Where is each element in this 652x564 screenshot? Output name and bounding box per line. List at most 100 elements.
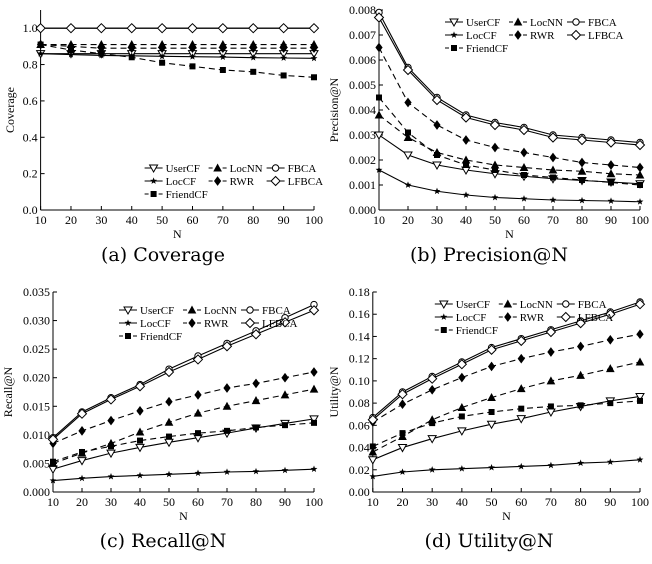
point-friendcf: [637, 182, 643, 188]
point-loccf: [488, 463, 495, 471]
point-lfbca: [217, 22, 229, 34]
point-loccf: [491, 193, 499, 201]
point-loccf: [310, 54, 318, 62]
point-lfbca: [489, 119, 501, 131]
point-rwr: [547, 347, 555, 357]
point-usercf: [367, 456, 378, 465]
point-friendcf: [492, 167, 498, 173]
point-loccf: [428, 466, 436, 473]
y-tick-label: 0.14: [349, 329, 370, 343]
series-markers-friendcf: [37, 41, 317, 81]
point-rwr: [252, 378, 260, 389]
point-friendcf: [224, 427, 230, 434]
x-tick-label: 10: [367, 495, 379, 509]
y-tick-label: 0.005: [349, 78, 376, 92]
series-line-loccf: [378, 169, 641, 203]
series-markers-lfbca: [367, 299, 646, 425]
legend-marker-friendcf: [451, 45, 457, 51]
x-tick-label: 100: [631, 213, 649, 227]
x-axis-label: N: [179, 509, 188, 523]
point-lfbca: [605, 309, 616, 320]
legend-label-usercf: UserCF: [140, 305, 174, 317]
x-tick-label: 10: [373, 213, 385, 227]
point-friendcf: [50, 458, 56, 465]
series-markers-loccf: [49, 465, 318, 484]
point-loccf: [107, 472, 115, 480]
point-rwr: [78, 426, 86, 436]
legend-label-lfbca: LFBCA: [588, 30, 624, 42]
point-rwr: [165, 396, 173, 407]
point-rwr: [607, 160, 615, 170]
point-friendcf: [518, 405, 525, 412]
series-line-lfbca: [52, 309, 315, 440]
point-friendcf: [137, 437, 143, 444]
legend-label-rwr: RWR: [530, 30, 555, 42]
y-tick-label: 0.04: [349, 441, 370, 455]
point-rwr: [404, 97, 412, 108]
series-markers-friendcf: [369, 397, 643, 450]
point-lfbca: [279, 317, 291, 328]
point-friendcf: [458, 413, 465, 420]
x-tick-label: 100: [305, 495, 323, 509]
point-locnn: [193, 408, 203, 417]
series-line-usercf: [52, 418, 315, 470]
legend-label-friendcf: FriendCF: [166, 189, 208, 201]
x-tick-label: 80: [250, 495, 262, 509]
series-markers-locnn: [374, 110, 645, 179]
series-markers-locnn: [368, 357, 645, 456]
y-tick-label: 0.008: [349, 3, 376, 17]
legend-marker-fbca: [562, 300, 570, 308]
point-rwr: [549, 152, 557, 163]
point-usercf: [427, 435, 438, 444]
y-tick-label: 0.000: [349, 203, 376, 217]
x-tick-label: 50: [486, 495, 498, 509]
point-rwr: [310, 43, 318, 54]
point-lfbca: [187, 22, 198, 34]
legend-marker-loccf: [150, 177, 158, 184]
point-loccf: [158, 52, 166, 60]
point-lfbca: [96, 22, 107, 34]
series-line-fbca: [372, 301, 641, 418]
point-loccf: [636, 456, 644, 463]
x-tick-label: 60: [192, 495, 204, 509]
y-tick-label: 0.030: [23, 314, 50, 328]
point-friendcf: [37, 41, 44, 48]
y-tick-label: 0.02: [349, 463, 370, 477]
legend-label-rwr: RWR: [520, 312, 545, 324]
y-tick-label: 0.020: [23, 371, 50, 385]
point-locnn: [164, 417, 174, 426]
x-tick-label: 90: [604, 495, 616, 509]
series-markers-loccf: [375, 166, 644, 205]
x-tick-label: 60: [515, 495, 527, 509]
point-loccf: [404, 181, 412, 188]
legend-label-lfbca: LFBCA: [262, 318, 298, 330]
point-loccf: [606, 458, 614, 465]
point-lfbca: [397, 389, 408, 400]
series-line-loccf: [52, 468, 315, 482]
point-locnn: [135, 427, 145, 436]
legend: UserCF LocNN FBCA LocCF RWR LFBCA FriendCF: [434, 299, 613, 337]
point-rwr: [375, 42, 383, 53]
legend-marker-lfbca: [244, 317, 256, 329]
chart-svg: 0.000 0.001 0.002 0.003 0.004 0.005 0.006 0.007…: [327, 3, 649, 241]
series-line-lfbca: [372, 303, 641, 421]
precision-chart: 0.000 0.001 0.002 0.003 0.004 0.005 0.006 0.007…: [326, 0, 652, 244]
point-loccf: [189, 53, 196, 60]
y-tick-label: 0.002: [349, 153, 376, 167]
x-tick-label: 30: [105, 495, 117, 509]
x-tick-label: 80: [576, 213, 588, 227]
point-friendcf: [405, 129, 411, 136]
point-usercf: [374, 131, 384, 141]
y-tick-label: 1.0: [23, 21, 38, 35]
x-tick-label: 10: [47, 495, 59, 509]
y-tick-label: 0.010: [23, 428, 50, 442]
point-lfbca: [35, 22, 46, 34]
point-locnn: [606, 169, 616, 178]
point-usercf: [309, 415, 319, 424]
series-line-friendcf: [378, 97, 641, 186]
x-tick-label: 40: [456, 495, 468, 509]
legend-marker-locnn: [213, 163, 222, 172]
point-usercf: [635, 392, 645, 402]
y-tick-label: 0.6: [23, 94, 38, 108]
point-lfbca: [105, 394, 117, 405]
